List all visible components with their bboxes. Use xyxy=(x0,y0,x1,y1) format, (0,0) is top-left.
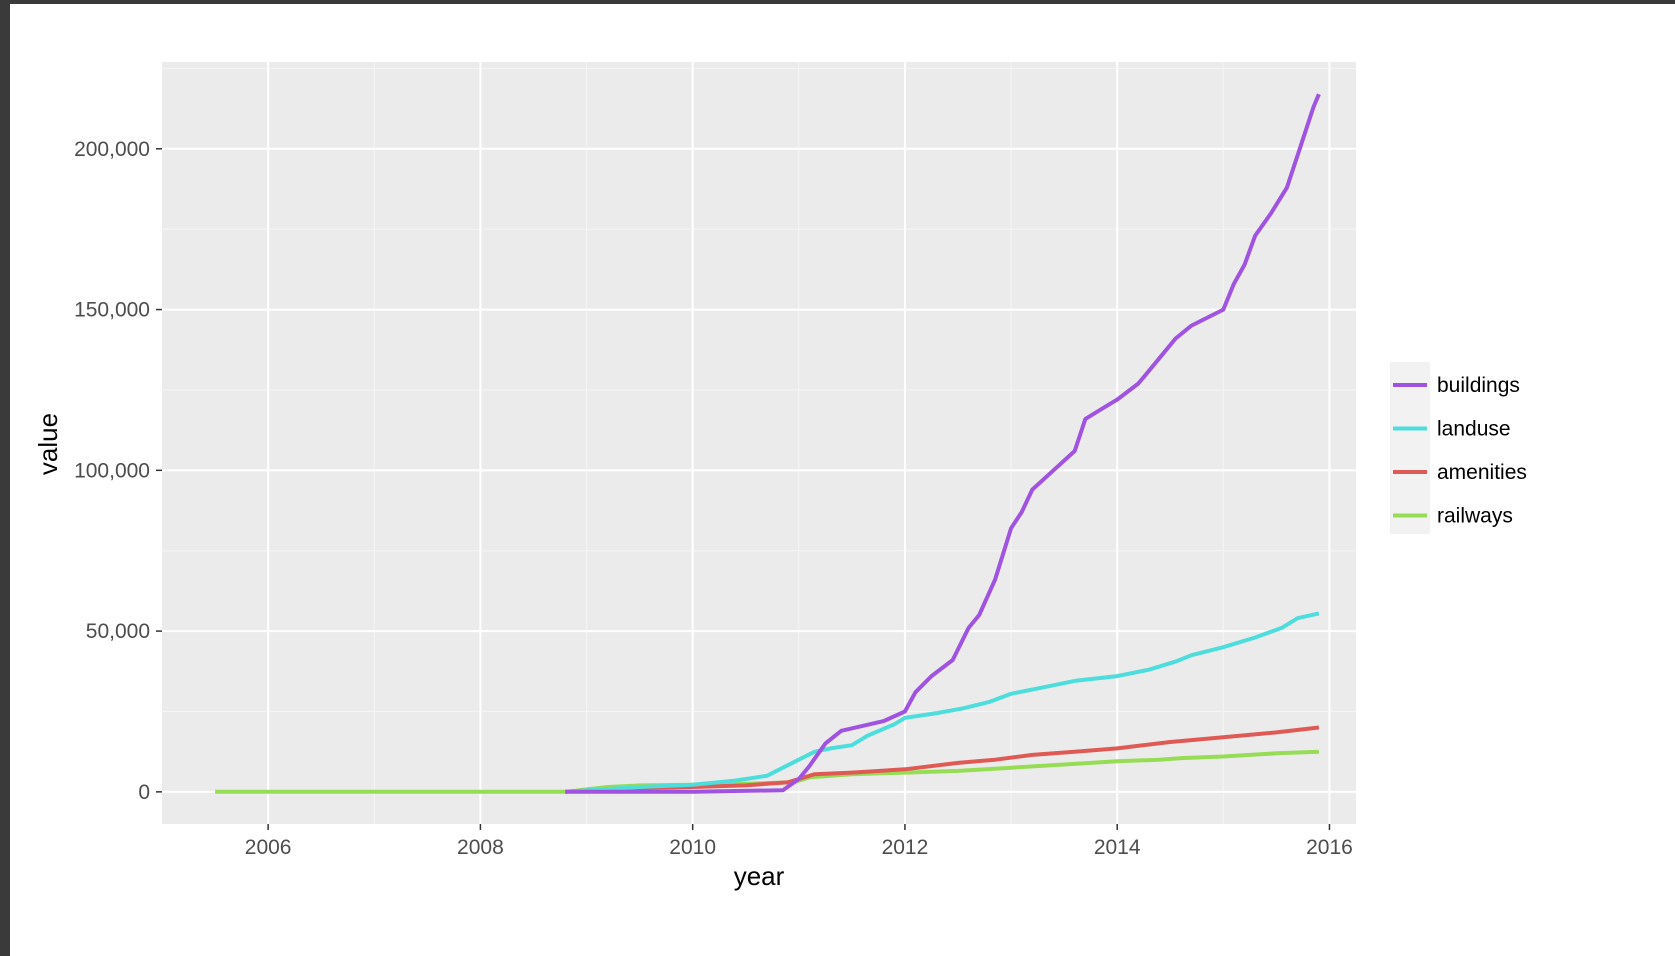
series-line-amenities xyxy=(565,725,1320,794)
legend-background xyxy=(1390,362,1430,534)
series-lines xyxy=(215,93,1321,794)
x-tick-label: 2008 xyxy=(457,836,504,859)
y-tick-label: 100,000 xyxy=(74,459,150,482)
legend: buildings landuse amenities railways xyxy=(1390,362,1527,534)
legend-label-buildings: buildings xyxy=(1437,374,1520,397)
x-tick-label: 2014 xyxy=(1094,836,1141,859)
x-axis: 2006 2008 2010 2012 2014 2016 xyxy=(245,824,1353,859)
minor-gridlines xyxy=(162,62,1356,824)
x-tick-label: 2016 xyxy=(1306,836,1353,859)
y-tick-label: 50,000 xyxy=(86,620,150,643)
y-axis-title: value xyxy=(33,413,63,475)
legend-label-railways: railways xyxy=(1437,505,1513,528)
legend-label-landuse: landuse xyxy=(1437,418,1511,441)
series-line-landuse xyxy=(565,611,1320,794)
x-tick-label: 2010 xyxy=(669,836,716,859)
chart-frame: 2006 2008 2010 2012 2014 2016 0 50,000 100,000 1… xyxy=(10,4,1675,956)
y-tick-label: 150,000 xyxy=(74,299,150,322)
series-line-buildings xyxy=(565,93,1321,794)
x-tick-label: 2012 xyxy=(882,836,929,859)
y-tick-label: 200,000 xyxy=(74,138,150,161)
line-chart: 2006 2008 2010 2012 2014 2016 0 50,000 100,000 1… xyxy=(33,62,1527,891)
x-axis-title: year xyxy=(734,861,785,891)
y-tick-label: 0 xyxy=(138,781,150,804)
y-axis: 0 50,000 100,000 150,000 200,000 xyxy=(74,138,162,804)
x-tick-label: 2006 xyxy=(245,836,292,859)
plot-panel xyxy=(162,62,1356,824)
legend-label-amenities: amenities xyxy=(1437,461,1527,484)
